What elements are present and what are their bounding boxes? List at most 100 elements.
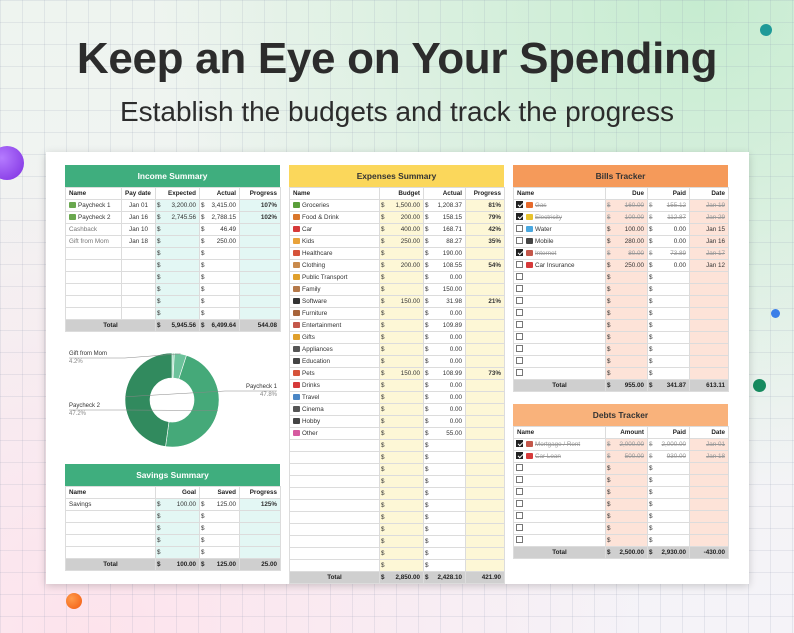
paid-cell[interactable]: [655, 319, 690, 332]
paid-checkbox[interactable]: [516, 237, 523, 245]
actual-cell[interactable]: [431, 487, 466, 500]
expected-cell[interactable]: [163, 223, 200, 236]
pay-date-cell[interactable]: [121, 283, 156, 296]
actual-cell[interactable]: [431, 535, 466, 548]
due-cell[interactable]: 100.00: [613, 211, 648, 224]
paid-checkbox[interactable]: [516, 488, 523, 496]
row-name-cell[interactable]: Cinema: [289, 403, 380, 416]
paid-cell[interactable]: [655, 355, 690, 368]
row-name-cell[interactable]: Gift from Mom: [65, 235, 122, 248]
row-name-cell[interactable]: [513, 462, 606, 475]
row-name-cell[interactable]: Family: [289, 283, 380, 296]
row-name-cell[interactable]: [513, 522, 606, 535]
actual-cell[interactable]: [431, 451, 466, 464]
actual-cell[interactable]: [207, 271, 240, 284]
pay-date-cell[interactable]: [121, 259, 156, 272]
row-name-cell[interactable]: Pets: [289, 367, 380, 380]
row-name-cell[interactable]: Gifts: [289, 331, 380, 344]
paid-cell[interactable]: [655, 486, 691, 499]
budget-cell[interactable]: [387, 427, 424, 440]
budget-cell[interactable]: [387, 559, 424, 572]
paid-cell[interactable]: [655, 522, 691, 535]
budget-cell[interactable]: [387, 463, 424, 476]
row-name-cell[interactable]: Appliances: [289, 343, 380, 356]
due-cell[interactable]: [613, 307, 648, 320]
saved-cell[interactable]: [207, 546, 240, 559]
actual-cell[interactable]: 250.00: [207, 235, 240, 248]
date-cell[interactable]: Jan 12: [689, 259, 729, 272]
pay-date-cell[interactable]: [121, 247, 156, 260]
paid-cell[interactable]: 2,000.00: [655, 438, 691, 451]
paid-cell[interactable]: [655, 510, 691, 523]
paid-checkbox[interactable]: [516, 464, 523, 472]
row-name-cell[interactable]: Education: [289, 355, 380, 368]
actual-cell[interactable]: [207, 295, 240, 308]
row-name-cell[interactable]: Drinks: [289, 379, 380, 392]
paid-checkbox[interactable]: [516, 321, 523, 329]
amount-cell[interactable]: 2,000.00: [613, 438, 649, 451]
row-name[interactable]: [65, 510, 156, 523]
actual-cell[interactable]: [431, 499, 466, 512]
actual-cell[interactable]: 108.55: [431, 259, 466, 272]
date-cell[interactable]: Jan 17: [689, 247, 729, 260]
row-name-cell[interactable]: Car Loan: [513, 450, 606, 463]
date-cell[interactable]: [689, 355, 729, 368]
goal-cell[interactable]: [163, 546, 200, 559]
pay-date-cell[interactable]: [121, 295, 156, 308]
paid-cell[interactable]: 930.00: [655, 450, 691, 463]
expected-cell[interactable]: 2,745.56: [163, 211, 200, 224]
budget-cell[interactable]: [387, 391, 424, 404]
due-cell[interactable]: [613, 367, 648, 380]
row-name-cell[interactable]: Entertainment: [289, 319, 380, 332]
expected-cell[interactable]: 3,200.00: [163, 199, 200, 212]
actual-cell[interactable]: [431, 523, 466, 536]
actual-cell[interactable]: 0.00: [431, 391, 466, 404]
row-name-cell[interactable]: [65, 295, 122, 308]
budget-cell[interactable]: 250.00: [387, 235, 424, 248]
date-cell[interactable]: Jan 18: [689, 450, 730, 463]
date-cell[interactable]: [689, 271, 729, 284]
actual-cell[interactable]: 0.00: [431, 403, 466, 416]
actual-cell[interactable]: [207, 247, 240, 260]
row-name-cell[interactable]: Clothing: [289, 259, 380, 272]
row-name-cell[interactable]: Car Insurance: [513, 259, 606, 272]
row-name[interactable]: [65, 522, 156, 535]
row-name-cell[interactable]: Groceries: [289, 199, 380, 212]
budget-cell[interactable]: [387, 319, 424, 332]
row-name-cell[interactable]: Travel: [289, 391, 380, 404]
row-name-cell[interactable]: Healthcare: [289, 247, 380, 260]
row-name-cell[interactable]: [513, 343, 606, 356]
pay-date-cell[interactable]: Jan 16: [121, 211, 156, 224]
paid-cell[interactable]: [655, 295, 690, 308]
budget-cell[interactable]: [387, 511, 424, 524]
budget-cell[interactable]: 1,500.00: [387, 199, 424, 212]
budget-cell[interactable]: [387, 307, 424, 320]
goal-cell[interactable]: [163, 534, 200, 547]
row-name-cell[interactable]: [289, 559, 380, 572]
paid-cell[interactable]: [655, 474, 691, 487]
budget-cell[interactable]: [387, 523, 424, 536]
budget-cell[interactable]: [387, 403, 424, 416]
paid-checkbox[interactable]: [516, 524, 523, 532]
row-name-cell[interactable]: [513, 486, 606, 499]
paid-cell[interactable]: [655, 331, 690, 344]
date-cell[interactable]: [689, 295, 729, 308]
row-name-cell[interactable]: Software: [289, 295, 380, 308]
date-cell[interactable]: [689, 331, 729, 344]
budget-cell[interactable]: [387, 535, 424, 548]
actual-cell[interactable]: 55.00: [431, 427, 466, 440]
paid-checkbox[interactable]: [516, 213, 523, 221]
row-name-cell[interactable]: [289, 547, 380, 560]
row-name-cell[interactable]: Electricity: [513, 211, 606, 224]
budget-cell[interactable]: [387, 343, 424, 356]
budget-cell[interactable]: 150.00: [387, 367, 424, 380]
expected-cell[interactable]: [163, 259, 200, 272]
budget-cell[interactable]: 150.00: [387, 295, 424, 308]
actual-cell[interactable]: [431, 511, 466, 524]
budget-cell[interactable]: [387, 487, 424, 500]
saved-cell[interactable]: [207, 510, 240, 523]
row-name-cell[interactable]: [513, 283, 606, 296]
row-name-cell[interactable]: [513, 271, 606, 284]
actual-cell[interactable]: [207, 259, 240, 272]
row-name-cell[interactable]: Paycheck 2: [65, 211, 122, 224]
